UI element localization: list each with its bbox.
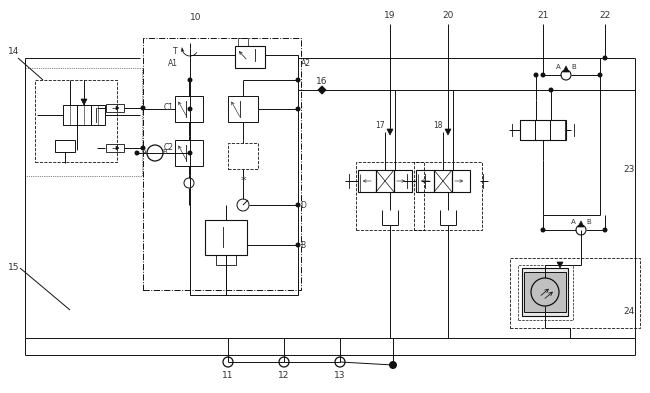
Circle shape [140, 145, 146, 151]
Bar [63, 105, 77, 125]
Circle shape [549, 88, 554, 92]
Text: 23: 23 [623, 165, 634, 174]
Bar [25, 68, 142, 176]
Bar [106, 104, 124, 112]
Text: A1: A1 [168, 59, 178, 68]
Text: C2: C2 [164, 143, 174, 152]
Text: C1: C1 [164, 103, 174, 112]
Circle shape [296, 77, 300, 83]
Text: 20: 20 [442, 11, 454, 20]
Polygon shape [387, 129, 393, 135]
Circle shape [296, 202, 300, 208]
Bar [522, 268, 568, 316]
Bar [520, 120, 535, 140]
Text: A: A [142, 149, 147, 155]
Bar [356, 162, 424, 230]
Bar [535, 120, 550, 140]
Bar [394, 170, 412, 192]
Bar [550, 120, 565, 140]
Bar [143, 38, 301, 290]
Circle shape [187, 151, 192, 156]
Text: 21: 21 [538, 11, 549, 20]
Text: 12: 12 [278, 371, 290, 380]
Bar [175, 96, 203, 122]
Polygon shape [81, 99, 87, 105]
Text: 14: 14 [8, 48, 20, 57]
Circle shape [187, 107, 192, 112]
Circle shape [296, 107, 300, 112]
Bar [414, 162, 482, 230]
Circle shape [534, 72, 538, 77]
Circle shape [541, 72, 545, 77]
Bar [520, 120, 566, 140]
Bar [238, 38, 248, 46]
Text: 16: 16 [317, 77, 328, 86]
Text: 11: 11 [222, 371, 234, 380]
Circle shape [389, 361, 397, 369]
Bar [416, 170, 434, 192]
Bar [35, 80, 117, 162]
Bar [55, 140, 75, 152]
Text: *: * [240, 176, 246, 186]
Polygon shape [557, 262, 563, 268]
Bar [106, 144, 124, 152]
Bar [235, 46, 265, 68]
Polygon shape [116, 106, 119, 110]
Text: 10: 10 [190, 13, 202, 22]
Text: B: B [586, 219, 592, 225]
Polygon shape [563, 66, 569, 72]
Bar [524, 272, 566, 312]
Polygon shape [318, 86, 326, 94]
Circle shape [187, 77, 192, 83]
Bar [518, 265, 573, 320]
Bar [77, 105, 91, 125]
Circle shape [597, 72, 603, 77]
Circle shape [603, 228, 608, 233]
Bar [91, 105, 105, 125]
Text: 22: 22 [599, 11, 610, 20]
Bar [376, 170, 394, 192]
Polygon shape [578, 221, 584, 227]
Circle shape [541, 228, 545, 233]
Text: B: B [571, 64, 577, 70]
Bar [216, 255, 236, 265]
Bar [205, 220, 247, 255]
Text: 19: 19 [384, 11, 396, 20]
Text: 18: 18 [434, 121, 443, 130]
Text: A: A [556, 64, 560, 70]
Bar [358, 170, 376, 192]
Text: 17: 17 [376, 121, 385, 130]
Text: A2: A2 [301, 59, 311, 68]
Text: 15: 15 [8, 263, 20, 272]
Text: D: D [300, 200, 306, 209]
Circle shape [296, 242, 300, 248]
Bar [434, 170, 452, 192]
Bar [452, 170, 470, 192]
Text: T: T [174, 48, 178, 57]
Polygon shape [116, 146, 119, 150]
Bar [228, 143, 258, 169]
Circle shape [603, 55, 608, 61]
Bar [228, 96, 258, 122]
Circle shape [135, 151, 140, 156]
Text: A: A [571, 219, 575, 225]
Text: B: B [300, 241, 305, 250]
Circle shape [140, 105, 146, 110]
Text: B: B [162, 149, 167, 155]
Text: 13: 13 [334, 371, 346, 380]
Bar [175, 140, 203, 166]
Bar [510, 258, 640, 328]
Text: 24: 24 [623, 307, 634, 316]
Polygon shape [445, 129, 451, 135]
